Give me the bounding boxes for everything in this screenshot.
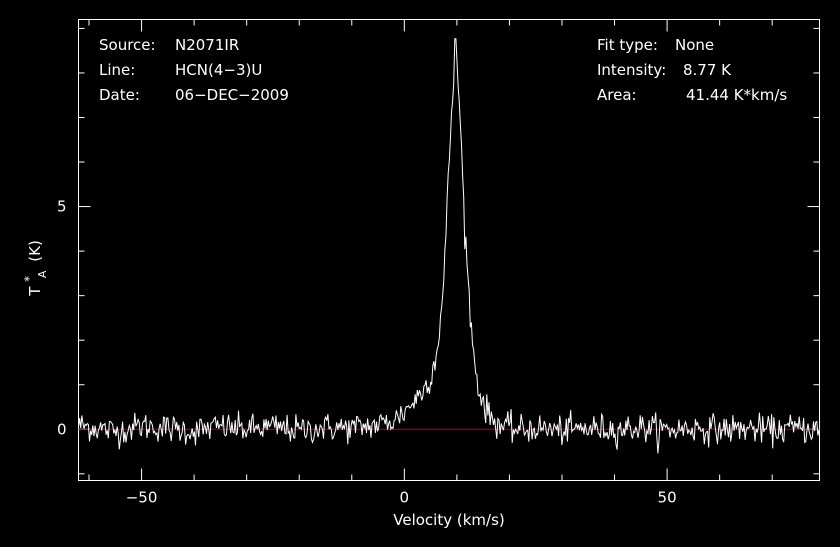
source-label: Source: bbox=[99, 36, 156, 54]
y-tick-label: 5 bbox=[57, 198, 67, 216]
x-tick-label: 50 bbox=[658, 489, 677, 507]
y-axis-label: T * A (K) bbox=[19, 240, 50, 297]
y-axis-label-superscript: * bbox=[22, 276, 36, 282]
plot-frame bbox=[78, 19, 820, 481]
axis-tick-labels: −50 0 50 0 5 bbox=[57, 198, 677, 507]
fit-type-label: Fit type: bbox=[597, 36, 658, 54]
x-axis-label: Velocity (km/s) bbox=[393, 511, 504, 529]
x-tick-label: 0 bbox=[400, 489, 410, 507]
source-value: N2071IR bbox=[175, 36, 239, 54]
fit-type-value: None bbox=[675, 36, 714, 54]
area-label: Area: bbox=[597, 86, 637, 104]
y-axis-label-subscript: A bbox=[36, 270, 49, 278]
line-value: HCN(4−3)U bbox=[175, 61, 262, 79]
y-tick-label: 0 bbox=[57, 420, 67, 438]
date-label: Date: bbox=[99, 86, 140, 104]
y-axis-label-symbol: T bbox=[26, 286, 44, 297]
intensity-label: Intensity: bbox=[597, 61, 666, 79]
area-value: 41.44 K*km/s bbox=[686, 86, 787, 104]
line-label: Line: bbox=[99, 61, 135, 79]
intensity-value: 8.77 K bbox=[683, 61, 732, 79]
axis-ticks bbox=[78, 19, 820, 481]
date-value: 06−DEC−2009 bbox=[175, 86, 289, 104]
x-tick-label: −50 bbox=[126, 489, 158, 507]
svg-text:T * A (K): T * A (K) bbox=[19, 240, 50, 297]
y-axis-label-unit: (K) bbox=[26, 240, 44, 262]
spectrum-line bbox=[78, 38, 820, 454]
